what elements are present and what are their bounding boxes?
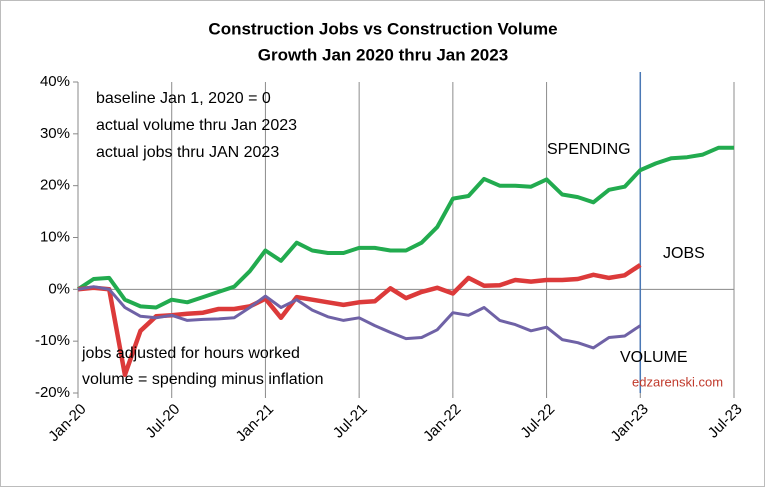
annotation: volume = spending minus inflation <box>82 371 323 388</box>
series-line <box>77 285 642 350</box>
chart-title: Construction Jobs vs Construction Volume <box>208 19 557 38</box>
y-tick-label: 10% <box>40 228 70 245</box>
annotation: actual jobs thru JAN 2023 <box>96 144 279 161</box>
annotation: jobs adjusted for hours worked <box>81 345 300 362</box>
annotation: actual volume thru Jan 2023 <box>96 117 297 134</box>
series-label: SPENDING <box>547 141 631 158</box>
annotation: baseline Jan 1, 2020 = 0 <box>96 90 271 107</box>
y-tick-label: 0% <box>48 280 70 297</box>
chart-subtitle: Growth Jan 2020 thru Jan 2023 <box>258 45 508 64</box>
y-tick-label: 30% <box>40 125 70 142</box>
series-line <box>76 145 734 310</box>
y-tick-label: 40% <box>40 73 70 90</box>
annotation: edzarenski.com <box>632 374 723 389</box>
series-label: VOLUME <box>620 349 688 366</box>
series-label: JOBS <box>663 245 705 262</box>
y-tick-label: -10% <box>35 332 70 349</box>
y-tick-label: 20% <box>40 177 70 194</box>
y-tick-label: -20% <box>35 384 70 401</box>
